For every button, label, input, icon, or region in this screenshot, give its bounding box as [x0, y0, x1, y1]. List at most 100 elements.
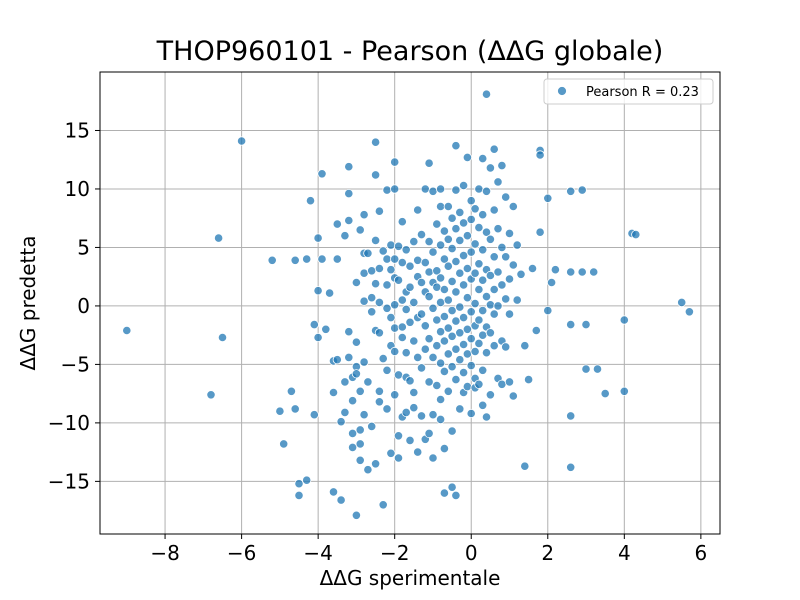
data-point: [397, 295, 407, 305]
data-point: [466, 360, 476, 371]
data-point: [466, 334, 476, 344]
data-point: [485, 163, 495, 173]
data-point: [237, 136, 247, 146]
data-point: [566, 186, 576, 196]
data-point: [493, 177, 503, 187]
data-point: [435, 184, 446, 194]
data-point: [432, 266, 442, 276]
data-point: [390, 254, 400, 264]
data-point: [501, 252, 511, 262]
data-point: [566, 267, 576, 277]
data-point: [531, 325, 541, 336]
y-tick-label: −5: [61, 352, 90, 376]
data-point: [504, 309, 515, 319]
data-point: [581, 319, 591, 330]
data-point: [489, 341, 499, 351]
data-point: [523, 374, 534, 385]
data-point: [455, 404, 465, 414]
data-point: [443, 201, 453, 212]
data-point: [535, 150, 545, 160]
data-point: [302, 254, 312, 264]
data-point: [462, 293, 472, 303]
data-point: [550, 265, 561, 275]
data-point: [420, 344, 430, 354]
data-point: [451, 490, 461, 500]
data-point: [393, 275, 404, 285]
data-point: [344, 327, 354, 337]
data-point: [520, 461, 530, 471]
data-point: [390, 323, 400, 333]
data-point: [474, 184, 484, 194]
data-point: [462, 381, 472, 392]
data-point: [447, 331, 457, 341]
x-tick-label: 6: [694, 541, 707, 565]
data-point: [428, 410, 438, 420]
data-point: [401, 407, 411, 417]
data-point: [332, 219, 342, 229]
data-point: [332, 254, 342, 264]
data-point: [393, 431, 404, 441]
data-point: [631, 230, 641, 240]
data-point: [508, 260, 518, 270]
data-point: [458, 218, 469, 228]
data-point: [401, 304, 411, 314]
data-point: [489, 309, 499, 319]
data-point: [405, 317, 415, 327]
data-point: [317, 254, 327, 264]
data-point: [451, 316, 461, 326]
data-point: [478, 365, 488, 375]
data-point: [462, 231, 472, 241]
data-point: [485, 270, 495, 281]
data-point: [290, 404, 300, 414]
data-point: [305, 196, 316, 206]
data-point: [344, 215, 354, 226]
data-point: [455, 302, 465, 312]
data-point: [267, 255, 277, 265]
data-point: [451, 256, 461, 267]
data-point: [313, 286, 323, 296]
data-point: [393, 241, 404, 251]
y-tick-label: 0: [77, 294, 90, 318]
x-tick-label: −4: [303, 541, 332, 565]
data-point: [416, 411, 427, 421]
data-point: [122, 325, 132, 336]
data-point: [351, 510, 361, 520]
data-point: [386, 265, 396, 275]
data-point: [344, 189, 354, 199]
data-point: [447, 276, 457, 286]
data-point: [363, 248, 373, 258]
data-point: [424, 267, 434, 277]
data-point: [286, 386, 296, 396]
data-point: [420, 257, 430, 268]
y-tick-label: −10: [48, 411, 90, 435]
data-point: [420, 184, 430, 194]
data-point: [677, 297, 687, 307]
data-point: [470, 346, 480, 357]
data-point: [451, 141, 461, 151]
data-point: [382, 404, 392, 414]
grid-lines: [100, 72, 720, 534]
data-point: [416, 277, 427, 288]
data-point: [370, 137, 381, 147]
data-point: [489, 144, 499, 154]
data-point: [455, 235, 465, 245]
data-point: [435, 327, 446, 337]
data-point: [324, 288, 335, 298]
data-point: [478, 210, 488, 220]
data-point: [382, 303, 392, 313]
y-tick-label: 10: [65, 177, 90, 201]
data-point: [416, 230, 427, 240]
x-tick-label: 0: [465, 541, 478, 565]
data-point: [470, 268, 480, 278]
data-point: [577, 185, 587, 195]
data-point: [474, 315, 484, 325]
data-point: [382, 254, 392, 264]
data-point: [340, 407, 350, 417]
data-point: [489, 252, 499, 262]
data-point: [443, 386, 453, 396]
data-point: [443, 295, 453, 305]
data-point: [520, 341, 530, 351]
data-point: [462, 349, 472, 359]
data-point: [424, 377, 434, 387]
legend-marker-icon: [557, 86, 567, 96]
